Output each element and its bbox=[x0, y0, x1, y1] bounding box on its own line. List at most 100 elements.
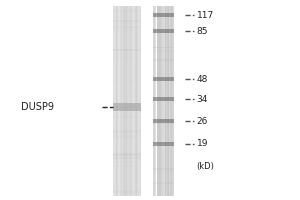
Bar bbox=[153, 92, 174, 93]
Bar bbox=[153, 13, 174, 17]
Bar bbox=[154, 6, 155, 196]
Bar bbox=[168, 6, 169, 196]
Bar bbox=[153, 142, 174, 146]
Bar bbox=[122, 6, 123, 196]
Bar bbox=[112, 127, 141, 128]
Bar bbox=[164, 6, 165, 196]
Bar bbox=[112, 187, 141, 189]
Text: 19: 19 bbox=[196, 140, 208, 148]
Bar bbox=[112, 165, 141, 167]
Bar bbox=[154, 6, 155, 196]
Bar bbox=[153, 77, 174, 81]
Bar bbox=[112, 10, 141, 12]
Bar bbox=[153, 123, 174, 124]
Text: (kD): (kD) bbox=[196, 162, 214, 171]
Bar bbox=[112, 95, 141, 97]
Bar bbox=[112, 74, 141, 75]
Bar bbox=[153, 182, 174, 184]
Bar bbox=[153, 29, 174, 33]
Bar bbox=[165, 6, 166, 196]
Bar bbox=[153, 50, 174, 52]
Bar bbox=[112, 157, 141, 159]
Bar bbox=[170, 6, 171, 196]
Bar bbox=[130, 6, 131, 196]
Bar bbox=[172, 6, 173, 196]
Bar bbox=[114, 6, 115, 196]
Bar bbox=[112, 135, 141, 138]
Bar bbox=[153, 171, 174, 172]
Text: 117: 117 bbox=[196, 10, 214, 20]
Bar bbox=[112, 192, 141, 193]
Bar bbox=[153, 123, 174, 125]
Bar bbox=[112, 21, 141, 22]
Bar bbox=[112, 66, 141, 67]
Bar bbox=[112, 116, 141, 118]
Bar bbox=[112, 190, 141, 191]
Bar bbox=[112, 57, 141, 58]
Bar bbox=[132, 6, 133, 196]
Bar bbox=[118, 6, 119, 196]
Bar bbox=[131, 6, 132, 196]
Bar bbox=[112, 106, 141, 107]
Bar bbox=[112, 26, 141, 28]
Bar bbox=[138, 6, 139, 196]
Text: 48: 48 bbox=[196, 74, 208, 84]
Bar bbox=[115, 6, 116, 196]
Bar bbox=[112, 20, 141, 22]
Bar bbox=[153, 59, 174, 61]
Bar bbox=[113, 6, 114, 196]
Bar bbox=[112, 41, 141, 42]
Bar bbox=[153, 77, 174, 78]
Bar bbox=[139, 6, 140, 196]
Bar bbox=[136, 6, 137, 196]
Bar bbox=[166, 6, 167, 196]
Bar bbox=[153, 119, 174, 123]
Text: 26: 26 bbox=[196, 116, 208, 126]
Bar bbox=[112, 191, 141, 192]
Bar bbox=[133, 6, 134, 196]
Bar bbox=[161, 6, 162, 196]
Bar bbox=[153, 122, 174, 124]
Bar bbox=[112, 80, 141, 81]
Bar bbox=[153, 47, 174, 48]
Bar bbox=[112, 130, 141, 131]
Text: 34: 34 bbox=[196, 95, 208, 104]
Bar bbox=[158, 6, 159, 196]
Text: DUSP9: DUSP9 bbox=[21, 102, 54, 112]
Bar bbox=[125, 6, 126, 196]
Bar bbox=[163, 6, 164, 196]
Bar bbox=[159, 6, 160, 196]
Bar bbox=[162, 6, 163, 196]
Bar bbox=[160, 6, 161, 196]
Bar bbox=[134, 6, 135, 196]
Bar bbox=[169, 6, 170, 196]
Bar bbox=[127, 6, 128, 196]
Bar bbox=[167, 6, 168, 196]
Bar bbox=[112, 49, 141, 51]
Bar bbox=[126, 6, 127, 196]
Bar bbox=[112, 161, 141, 162]
Bar bbox=[137, 6, 138, 196]
Bar bbox=[129, 6, 130, 196]
Bar bbox=[121, 6, 122, 196]
Bar bbox=[156, 6, 157, 196]
Bar bbox=[140, 6, 141, 196]
Bar bbox=[157, 6, 158, 196]
Bar bbox=[153, 57, 174, 59]
Bar bbox=[116, 6, 117, 196]
Bar bbox=[135, 6, 136, 196]
Bar bbox=[112, 8, 141, 10]
Bar bbox=[155, 6, 156, 196]
Bar bbox=[112, 103, 141, 111]
Bar bbox=[128, 6, 129, 196]
Bar bbox=[153, 97, 174, 101]
Bar bbox=[123, 6, 124, 196]
Bar bbox=[153, 47, 174, 48]
Bar bbox=[112, 117, 141, 118]
Bar bbox=[153, 6, 154, 196]
Bar bbox=[117, 6, 118, 196]
Bar bbox=[112, 131, 141, 133]
Bar bbox=[171, 6, 172, 196]
Bar bbox=[112, 6, 113, 196]
Bar bbox=[153, 144, 174, 145]
